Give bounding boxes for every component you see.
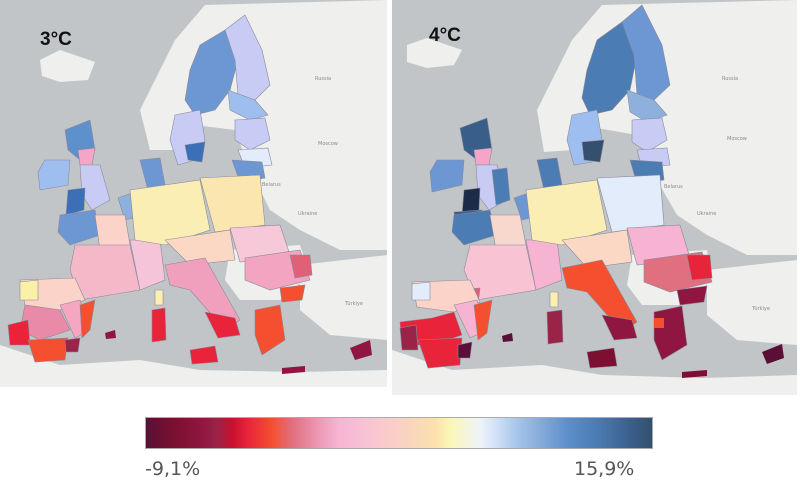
choropleth-map-4c[interactable]: Russia Moscow Belarus Ukraine Türkiye (392, 0, 797, 395)
label-turkiye: Türkiye (344, 301, 363, 307)
color-scale-legend (145, 417, 653, 449)
legend-max-label: 15,9% (574, 458, 635, 480)
map-panel-4c[interactable]: Russia Moscow Belarus Ukraine Türkiye 4°… (392, 0, 797, 395)
label-belarus: Belarus (664, 184, 683, 190)
label-ukraine: Ukraine (298, 211, 317, 217)
scenario-label-4c: 4°C (429, 25, 461, 46)
iceland-land (40, 50, 95, 82)
iceland-land (407, 38, 462, 68)
choropleth-map-3c[interactable]: Russia Moscow Belarus Ukraine Türkiye (0, 0, 387, 387)
legend-min-label: -9,1% (145, 458, 201, 480)
label-ukraine: Ukraine (697, 211, 716, 217)
label-turkiye: Türkiye (751, 306, 770, 312)
label-russia: Russia (722, 76, 738, 82)
label-moscow: Moscow (318, 141, 338, 147)
label-belarus: Belarus (262, 182, 281, 188)
scenario-label-3c: 3°C (40, 29, 72, 50)
map-panel-3c[interactable]: Russia Moscow Belarus Ukraine Türkiye 3°… (0, 0, 387, 387)
label-moscow: Moscow (727, 136, 747, 142)
label-russia: Russia (315, 76, 331, 82)
